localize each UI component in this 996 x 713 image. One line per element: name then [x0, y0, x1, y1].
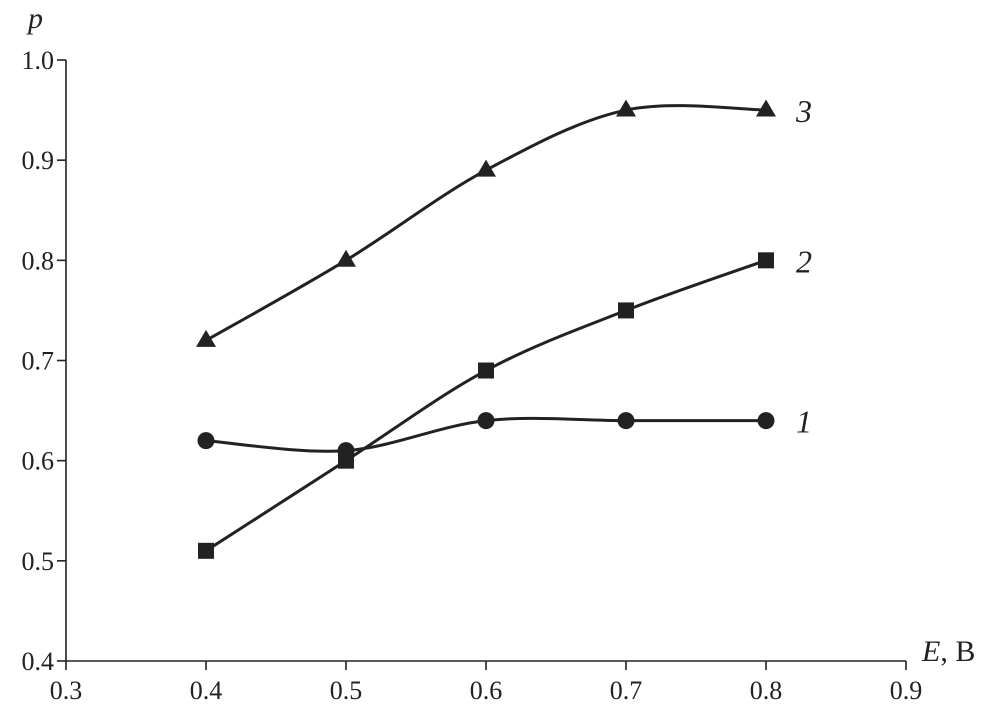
y-tick-label: 0.7	[22, 347, 55, 376]
x-tick-label: 0.7	[610, 676, 643, 705]
series-line-3	[205, 104, 767, 342]
series-label-1: 1	[796, 404, 812, 440]
x-axis-ticks: 0.3 0.4 0.5 0.6 0.7 0.8 0.9	[50, 661, 923, 705]
x-tick-label: 0.9	[890, 676, 923, 705]
data-point-triangle	[616, 99, 636, 117]
data-point-triangle	[336, 249, 356, 267]
data-point-circle	[757, 412, 775, 430]
data-point-triangle	[756, 99, 776, 117]
x-tick-label: 0.8	[750, 676, 783, 705]
data-point-square	[618, 302, 634, 319]
data-point-triangle	[196, 329, 216, 347]
x-tick-label: 0.5	[330, 676, 363, 705]
data-point-circle	[477, 412, 495, 430]
data-point-square	[338, 452, 354, 469]
x-tick-label: 0.6	[470, 676, 503, 705]
series-2: 2	[198, 243, 812, 559]
y-tick-label: 1.0	[22, 46, 55, 75]
data-point-square	[478, 362, 494, 379]
series-label-3: 3	[795, 93, 812, 129]
y-tick-label: 0.8	[22, 246, 55, 275]
y-tick-label: 0.6	[22, 447, 55, 476]
x-axis-label: E, В	[921, 635, 975, 668]
data-point-triangle	[476, 159, 496, 177]
series-label-2: 2	[796, 243, 812, 279]
y-tick-label: 0.9	[22, 146, 55, 175]
y-axis-label: p	[26, 2, 43, 35]
series-3: 3	[196, 93, 812, 347]
x-tick-label: 0.4	[190, 676, 223, 705]
data-point-square	[198, 542, 214, 559]
x-tick-label: 0.3	[50, 676, 83, 705]
x-axis-label-variable: E	[921, 635, 940, 668]
series-layer: 1 2 3	[196, 93, 812, 559]
x-axis-label-unit: , В	[940, 635, 975, 668]
data-point-square	[758, 252, 774, 269]
series-line-2	[205, 258, 767, 553]
axes: 0.3 0.4 0.5 0.6 0.7 0.8 0.9 0.40.50.60.70.80.9…	[22, 46, 923, 705]
data-point-circle	[617, 412, 635, 430]
y-axis-ticks: 0.4 0.5 0.6 0.7 0.8 0.9 1.0	[22, 46, 66, 676]
data-point-circle	[197, 432, 215, 450]
y-tick-label: 0.4	[22, 647, 55, 676]
series-1: 1	[197, 404, 812, 460]
y-tick-label: 0.5	[22, 547, 55, 576]
